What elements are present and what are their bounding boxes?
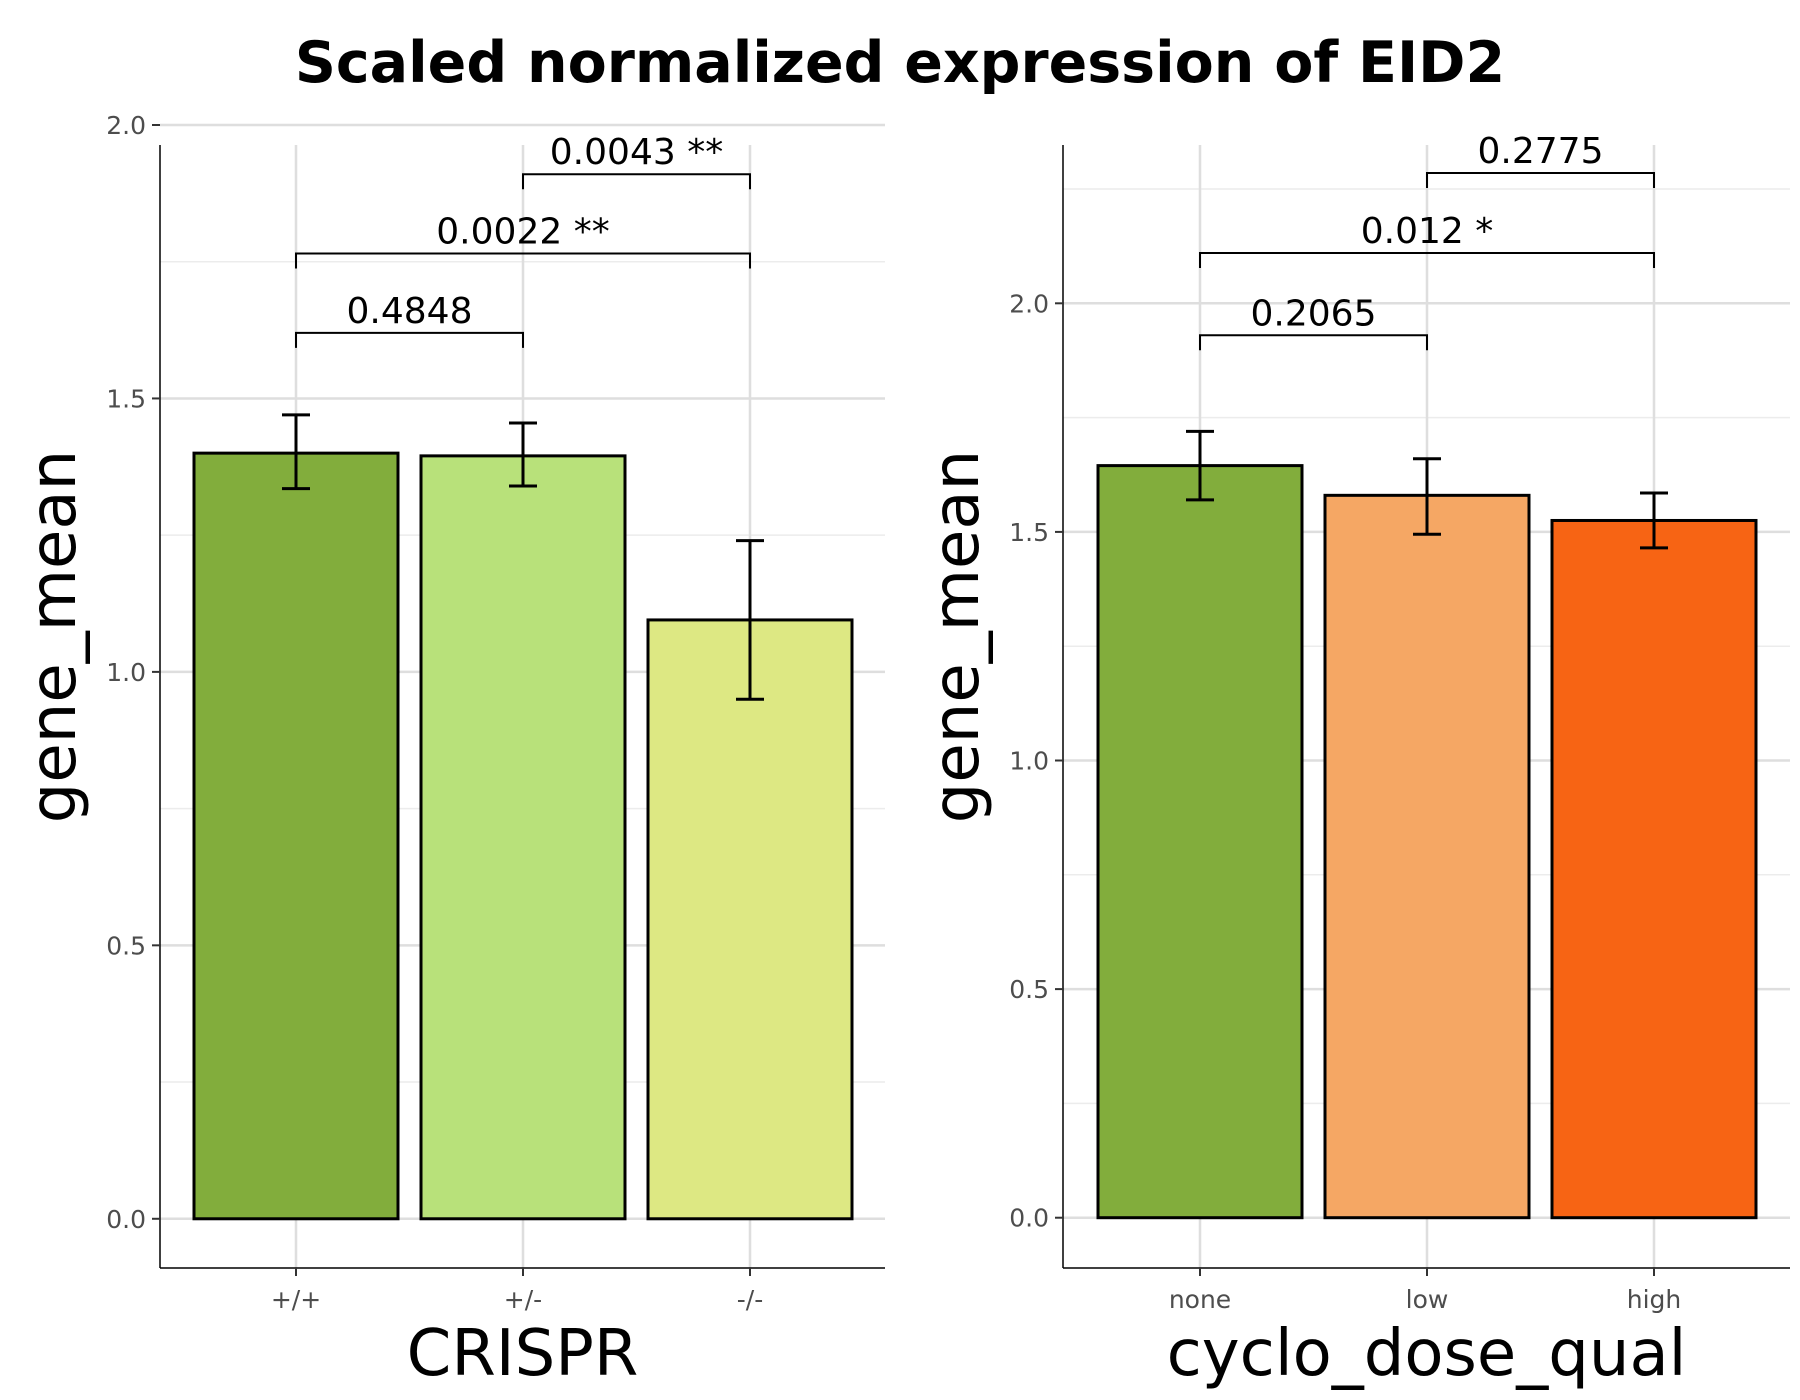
comparisons: 0.2065 0.012 * 0.2775 xyxy=(1199,131,1655,351)
bracket-line xyxy=(1199,334,1428,351)
bracket-line xyxy=(1199,252,1655,269)
y-tick-label: 0.5 xyxy=(1009,975,1049,1004)
bar xyxy=(419,454,627,1221)
y-axis-title: gene_mean xyxy=(17,450,91,823)
error-bar xyxy=(282,413,310,491)
p-value-label: 0.2775 xyxy=(1478,131,1604,172)
panel-2: 0.2065 0.012 * 0.2775 0.0 0.5 1.0 1.5 2.0 none lo… xyxy=(920,131,1790,1391)
significance-bracket: 0.0043 ** xyxy=(522,132,751,190)
y-tick-label: 0.5 xyxy=(106,931,146,960)
error-bar xyxy=(509,421,537,488)
significance-bracket: 0.0022 ** xyxy=(295,212,751,269)
bars xyxy=(1096,464,1758,1220)
y-tick-label: 2.0 xyxy=(1009,289,1049,318)
error-bar xyxy=(1186,429,1214,502)
bar xyxy=(646,618,854,1221)
error-bar xyxy=(736,539,764,701)
axes: 0.0 0.5 1.0 1.5 2.0 +/+ +/- -/- CRISPR gene_mean xyxy=(17,111,885,1391)
significance-bracket: 0.012 * xyxy=(1199,211,1655,269)
bar xyxy=(192,451,400,1221)
p-value-label: 0.0043 ** xyxy=(550,132,723,173)
error-bars xyxy=(1186,429,1668,550)
bracket-line xyxy=(522,173,751,190)
y-tick-label: 1.0 xyxy=(106,658,146,687)
x-tick-label: +/- xyxy=(504,1285,542,1314)
bar xyxy=(1550,518,1758,1220)
significance-bracket: 0.4848 xyxy=(295,291,524,348)
bracket-line xyxy=(1426,172,1655,189)
x-axis-title: CRISPR xyxy=(407,1317,639,1391)
p-value-label: 0.012 * xyxy=(1361,211,1494,252)
panel-1: 0.4848 0.0022 ** 0.0043 ** 0.0 0.5 1.0 1.5 2.0 +… xyxy=(17,111,885,1391)
y-tick-label: 0.0 xyxy=(1009,1204,1049,1233)
bracket-line xyxy=(295,331,524,348)
bar xyxy=(1323,493,1531,1220)
y-tick-label: 1.5 xyxy=(106,384,146,413)
x-axis-title: cyclo_dose_qual xyxy=(1167,1317,1687,1391)
x-tick-label: +/+ xyxy=(271,1285,321,1314)
y-tick-label: 2.0 xyxy=(106,111,146,140)
bar xyxy=(1096,464,1304,1220)
x-tick-label: low xyxy=(1406,1285,1449,1314)
bars xyxy=(192,451,854,1221)
error-bar xyxy=(1640,491,1668,550)
x-tick-label: none xyxy=(1169,1285,1231,1314)
figure-title: Scaled normalized expression of EID2 xyxy=(294,30,1506,96)
x-tick-label: high xyxy=(1627,1285,1682,1314)
p-value-label: 0.4848 xyxy=(347,291,473,332)
y-axis-title: gene_mean xyxy=(920,450,994,823)
error-bar xyxy=(1413,457,1441,536)
significance-bracket: 0.2065 xyxy=(1199,293,1428,351)
axes: 0.0 0.5 1.0 1.5 2.0 none low high cyclo_dose_qua… xyxy=(920,145,1790,1391)
x-tick-label: -/- xyxy=(737,1285,763,1314)
y-tick-label: 1.0 xyxy=(1009,747,1049,776)
significance-bracket: 0.2775 xyxy=(1426,131,1655,189)
error-bars xyxy=(282,413,764,701)
y-tick-label: 0.0 xyxy=(106,1205,146,1234)
p-value-label: 0.2065 xyxy=(1251,293,1377,334)
y-tick-label: 1.5 xyxy=(1009,518,1049,547)
bracket-line xyxy=(295,252,751,269)
comparisons: 0.4848 0.0022 ** 0.0043 ** xyxy=(295,132,751,348)
p-value-label: 0.0022 ** xyxy=(436,212,609,253)
